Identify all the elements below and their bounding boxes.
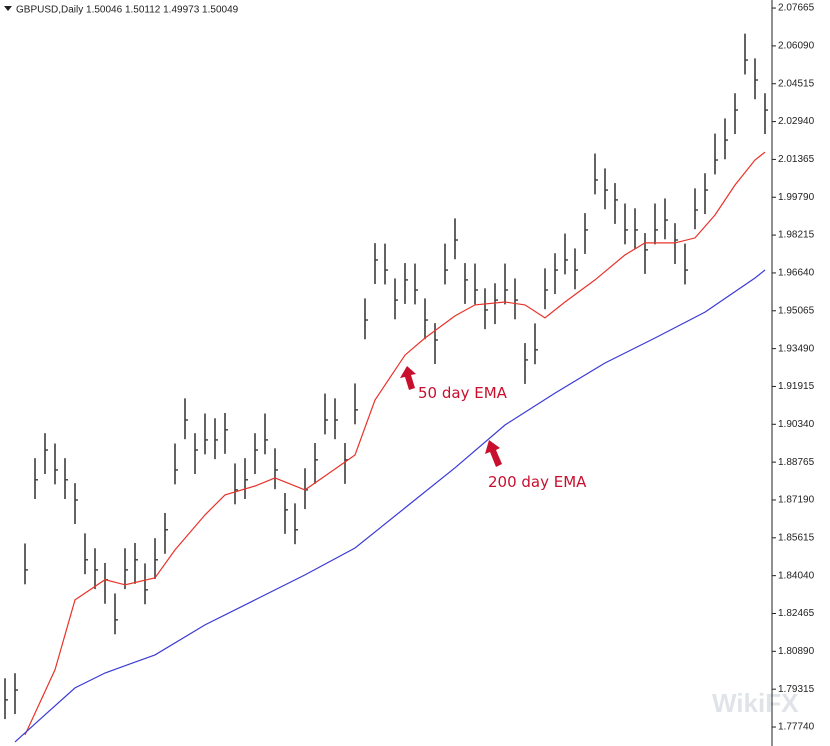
annotation-arrow	[400, 366, 416, 390]
y-tick-label: 1.84040	[778, 570, 815, 581]
y-tick-label: 1.95065	[778, 305, 815, 316]
y-tick-label: 1.98215	[778, 230, 815, 241]
y-tick-label: 2.06090	[778, 41, 815, 52]
chart-title: GBPUSD,Daily 1.50046 1.50112 1.49973 1.5…	[16, 5, 239, 16]
y-tick-label: 2.01365	[778, 154, 815, 165]
annotation-label: 200 day EMA	[488, 473, 587, 491]
y-tick-label: 1.93490	[778, 343, 815, 354]
y-tick-label: 1.79315	[778, 684, 815, 695]
y-tick-label: 1.85615	[778, 532, 815, 543]
ema-line	[14, 269, 766, 743]
menu-triangle[interactable]	[4, 6, 12, 11]
y-tick-label: 1.77740	[778, 722, 815, 733]
y-tick-label: 1.88765	[778, 457, 815, 468]
watermark: WikiFX	[712, 688, 799, 718]
y-tick-label: 1.90340	[778, 419, 815, 430]
y-tick-label: 1.99790	[778, 192, 815, 203]
y-tick-label: 2.07665	[778, 3, 815, 14]
ema-line	[24, 151, 766, 736]
y-tick-label: 2.04515	[778, 78, 815, 89]
annotation-label: 50 day EMA	[418, 384, 508, 402]
y-tick-label: 1.96640	[778, 268, 815, 279]
y-tick-label: 1.82465	[778, 608, 815, 619]
annotation-arrow	[485, 440, 502, 467]
y-tick-label: 1.91915	[778, 381, 815, 392]
y-tick-label: 1.87190	[778, 495, 815, 506]
y-tick-label: 2.02940	[778, 116, 815, 127]
y-tick-label: 1.80890	[778, 646, 815, 657]
